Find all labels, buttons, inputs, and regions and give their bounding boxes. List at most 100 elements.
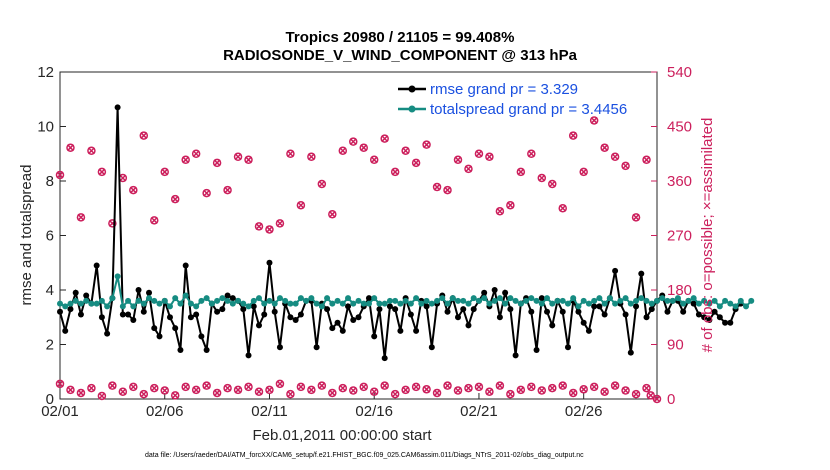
series-lines (57, 104, 755, 362)
obs-count-marker (275, 379, 285, 389)
obs-count-marker (621, 161, 630, 171)
series-point-totalspread (643, 297, 650, 304)
series-point-totalspread (308, 295, 315, 302)
obs-count-marker (317, 381, 327, 390)
obs-count-marker (244, 382, 253, 392)
series-point-totalspread (627, 300, 634, 307)
series-point-totalspread (235, 297, 242, 304)
series-point-rmse (256, 322, 262, 329)
series-point-totalspread (292, 300, 299, 307)
obs-count-marker (401, 385, 410, 395)
obs-count-marker (212, 158, 222, 168)
series-point-totalspread (350, 300, 357, 307)
series-point-totalspread (732, 303, 739, 310)
series-point-totalspread (161, 297, 168, 304)
series-point-rmse (455, 314, 461, 321)
series-point-rmse (198, 333, 205, 340)
series-point-totalspread (449, 295, 456, 302)
series-point-totalspread (680, 300, 687, 307)
x-axis-label: Feb.01,2011 00:00:00 start (252, 427, 432, 444)
obs-count-marker (652, 394, 662, 404)
series-point-totalspread (748, 297, 755, 304)
obs-count-marker (568, 388, 578, 398)
series-point-totalspread (659, 295, 666, 302)
series-point-totalspread (528, 295, 535, 302)
series-point-rmse (664, 308, 671, 315)
series-point-totalspread (198, 297, 205, 304)
series-point-totalspread (664, 297, 671, 304)
obs-count-marker (349, 137, 358, 146)
obs-count-marker (579, 385, 588, 394)
series-point-rmse (187, 314, 194, 321)
series-point-totalspread (706, 300, 713, 307)
series-point-totalspread (193, 303, 200, 310)
series-point-totalspread (601, 300, 608, 307)
left-tick-label: 2 (46, 337, 54, 354)
series-point-rmse (428, 344, 435, 351)
series-point-rmse (638, 270, 645, 277)
series-point-totalspread (434, 297, 441, 304)
obs-count-marker (411, 158, 421, 168)
obs-count-marker (548, 179, 557, 189)
obs-count-marker (55, 379, 65, 389)
series-point-totalspread (109, 295, 116, 302)
series-point-totalspread (140, 300, 147, 307)
series-point-totalspread (57, 300, 63, 307)
obs-count-marker (170, 194, 180, 204)
series-point-rmse (140, 308, 147, 315)
series-point-rmse (250, 303, 257, 310)
series-point-rmse (559, 308, 566, 315)
obs-count-marker (485, 152, 494, 162)
obs-count-marker (108, 381, 117, 390)
series-point-rmse (125, 311, 132, 318)
series-point-rmse (135, 287, 142, 293)
series-point-totalspread (276, 295, 283, 302)
obs-count-marker (191, 385, 201, 395)
series-point-totalspread (455, 297, 461, 304)
plot-frame (59, 71, 658, 400)
series-point-rmse (528, 308, 535, 315)
series-point-rmse (182, 262, 189, 269)
obs-count-marker (202, 381, 211, 390)
series-point-rmse (680, 308, 687, 315)
obs-count-marker (76, 388, 86, 398)
series-point-totalspread (329, 300, 336, 307)
series-point-rmse (627, 349, 634, 356)
series-point-rmse (701, 314, 708, 321)
obs-count-marker (631, 389, 641, 399)
series-point-rmse (695, 311, 702, 318)
series-point-rmse (193, 311, 200, 318)
series-point-totalspread (360, 300, 367, 307)
series-point-totalspread (182, 292, 189, 299)
series-point-totalspread (701, 297, 708, 304)
x-tick-label: 02/01 (41, 403, 79, 420)
series-point-rmse (643, 314, 650, 321)
series-point-rmse (219, 306, 226, 313)
series-point-totalspread (397, 300, 404, 307)
series-point-rmse (292, 316, 299, 323)
series-point-totalspread (591, 297, 598, 304)
series-point-totalspread (617, 297, 624, 304)
obs-count-marker (646, 391, 655, 400)
left-axis-ticks: 0 2 4 6 8 10 12 (37, 64, 66, 408)
series-point-rmse (365, 295, 372, 302)
obs-count-marker (474, 382, 484, 392)
obs-count-marker (579, 167, 588, 177)
right-tick-label: 180 (667, 282, 692, 299)
series-point-rmse (507, 306, 514, 313)
obs-count-marker (558, 381, 567, 390)
obs-count-marker (495, 207, 505, 216)
series-point-rmse (297, 311, 304, 318)
obs-count-marker (380, 381, 389, 390)
series-point-totalspread (313, 300, 320, 307)
obs-count-marker (642, 383, 651, 393)
series-point-rmse (622, 311, 629, 318)
x-tick-label: 02/21 (460, 403, 498, 420)
series-point-rmse (648, 306, 655, 313)
series-point-totalspread (345, 295, 352, 302)
series-point-totalspread (77, 300, 84, 307)
series-point-totalspread (544, 295, 551, 302)
right-tick-label: 360 (667, 173, 692, 190)
series-point-rmse (580, 319, 587, 326)
series-point-rmse (470, 306, 477, 313)
